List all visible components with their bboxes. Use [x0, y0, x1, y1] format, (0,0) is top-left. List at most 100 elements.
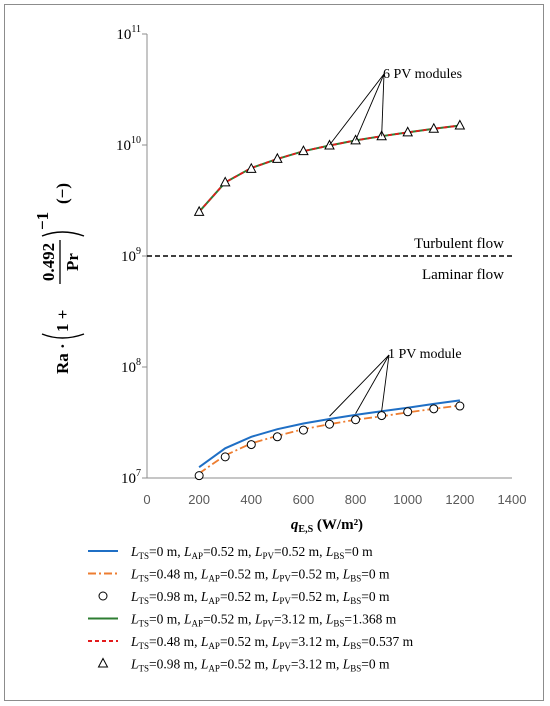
series-6-point: [219, 176, 231, 187]
y-label-right-paren: [41, 231, 85, 237]
legend-symbol: L: [200, 589, 209, 604]
legend-subscript: AP: [208, 596, 220, 606]
turbulent-flow-label: Turbulent flow: [414, 236, 504, 252]
x-tick-label: 1000: [393, 492, 422, 507]
series-6-point: [193, 205, 205, 216]
series-3-point: [351, 415, 361, 425]
series-3-point: [325, 419, 334, 429]
legend-subscript: PV: [279, 574, 291, 584]
legend-subscript: AP: [192, 551, 204, 561]
legend-subscript: TS: [139, 596, 150, 606]
y-tick-label: 108: [121, 357, 141, 376]
y-tick-label: 1010: [116, 135, 141, 154]
annotation-label: 1 PV module: [388, 347, 462, 362]
legend-symbol: L: [271, 657, 280, 672]
series-6-point: [402, 126, 414, 137]
x-tick-label: 1400: [498, 492, 527, 507]
legend-symbol: L: [130, 634, 139, 649]
series-6-point: [454, 119, 466, 130]
legend-subscript: PV: [262, 551, 274, 561]
legend-entry-text: LTS=0.98 m, LAP=0.52 m, LPV=3.12 m, LBS=…: [130, 657, 390, 674]
series-1-line: [198, 399, 461, 469]
y-tick-base: 10: [116, 138, 131, 154]
legend-symbol: L: [183, 612, 192, 627]
legend-symbol: L: [254, 544, 263, 559]
legend-subscript: AP: [192, 619, 204, 629]
y-tick-exponent: 10: [131, 135, 141, 146]
legend-symbol: L: [271, 589, 280, 604]
legend-value: =0 m,: [149, 544, 184, 559]
legend-value: =3.12 m,: [291, 657, 343, 672]
series-3-point: [194, 471, 204, 481]
legend-subscript: BS: [350, 641, 361, 651]
y-label-unit: (−): [53, 183, 72, 204]
legend-entry-text: LTS=0.48 m, LAP=0.52 m, LPV=0.52 m, LBS=…: [130, 567, 390, 584]
y-label-exponent: −1: [33, 212, 52, 230]
legend-value: =0 m: [361, 657, 390, 672]
legend-subscript: PV: [262, 619, 274, 629]
series-4-line: [198, 124, 461, 213]
series-3-point: [220, 452, 230, 462]
series-3-point: [429, 404, 439, 414]
legend-symbol: L: [342, 589, 351, 604]
series-6-point: [428, 122, 440, 133]
x-label-subscript: E,S: [298, 524, 313, 535]
legend-subscript: AP: [208, 641, 220, 651]
legend-symbol: L: [271, 567, 280, 582]
annotation-leader-line: [381, 73, 385, 137]
legend-entry-text: LTS=0 m, LAP=0.52 m, LPV=3.12 m, LBS=1.3…: [130, 612, 397, 629]
series-3-point: [377, 411, 387, 421]
legend-value: =0 m: [344, 544, 373, 559]
series-6-point: [245, 162, 257, 173]
legend-symbol: L: [200, 567, 209, 582]
annotation-leader-line: [381, 354, 390, 412]
annotation-leader-line: [355, 354, 390, 414]
series-2-line: [198, 404, 461, 475]
figure-frame: [4, 4, 544, 701]
y-tick-base: 10: [121, 471, 136, 487]
legend-symbol: L: [342, 567, 351, 582]
x-tick-label: 800: [345, 492, 367, 507]
legend-value: =0.52 m,: [220, 589, 272, 604]
legend-symbol: L: [342, 657, 351, 672]
legend-subscript: TS: [139, 574, 150, 584]
x-tick-label: 200: [188, 492, 210, 507]
legend-subscript: BS: [333, 619, 344, 629]
legend-symbol: L: [130, 567, 139, 582]
y-tick-base: 10: [121, 360, 136, 376]
legend-value: =3.12 m,: [291, 634, 343, 649]
y-tick-exponent: 8: [136, 357, 141, 368]
y-label-ra: Ra ·: [53, 343, 72, 374]
legend-subscript: PV: [279, 664, 291, 674]
legend-value: =1.368 m: [344, 612, 396, 627]
legend-value: =0.52 m,: [291, 589, 343, 604]
annotation-label: 6 PV modules: [383, 67, 462, 82]
y-tick-base: 10: [121, 249, 136, 265]
legend-value: =0.98 m,: [149, 589, 201, 604]
y-axis-label: Ra · 1 + 0.492 Pr −1(−): [33, 183, 85, 374]
legend-subscript: PV: [279, 641, 291, 651]
legend-symbol: L: [130, 589, 139, 604]
legend-subscript: TS: [139, 641, 150, 651]
series-6-point: [298, 145, 309, 156]
legend-value: =0.52 m,: [203, 544, 255, 559]
legend-subscript: AP: [208, 664, 220, 674]
legend-subscript: TS: [139, 664, 150, 674]
legend-value: =0.52 m,: [203, 612, 255, 627]
legend-symbol: L: [200, 657, 209, 672]
legend-value: =0.52 m,: [291, 567, 343, 582]
annotation-leader-line: [329, 354, 390, 417]
legend-value: =0 m: [361, 589, 390, 604]
legend-value: =0.48 m,: [149, 567, 201, 582]
y-tick-exponent: 7: [136, 468, 141, 479]
y-label-one-plus: 1 +: [53, 310, 72, 332]
legend-subscript: AP: [208, 574, 220, 584]
y-label-numerator: 0.492: [39, 243, 58, 281]
y-tick-label: 107: [121, 468, 141, 487]
legend-value: =0.52 m,: [220, 657, 272, 672]
series-3-point: [298, 425, 308, 435]
y-label-denominator: Pr: [63, 253, 82, 271]
legend-entry-text: LTS=0.98 m, LAP=0.52 m, LPV=0.52 m, LBS=…: [130, 589, 390, 606]
legend-swatch-circle: [98, 591, 108, 601]
y-tick-label: 1011: [116, 24, 141, 43]
